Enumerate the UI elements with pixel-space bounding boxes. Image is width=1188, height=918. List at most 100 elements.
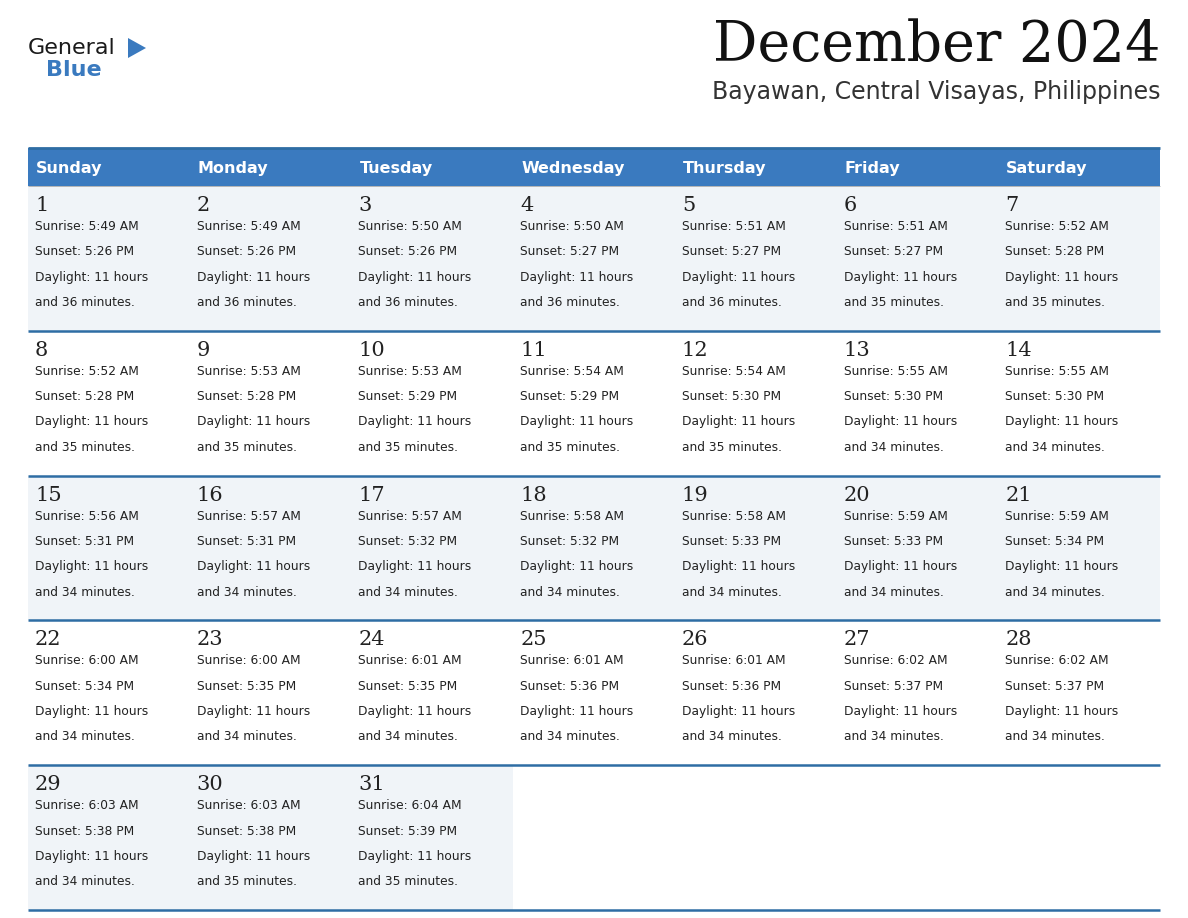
- Text: Tuesday: Tuesday: [360, 161, 432, 175]
- Text: and 36 minutes.: and 36 minutes.: [359, 296, 459, 309]
- Text: and 34 minutes.: and 34 minutes.: [520, 731, 620, 744]
- Text: Daylight: 11 hours: Daylight: 11 hours: [520, 560, 633, 573]
- Text: Sunrise: 5:51 AM: Sunrise: 5:51 AM: [843, 220, 948, 233]
- Bar: [836, 766, 998, 910]
- Text: Daylight: 11 hours: Daylight: 11 hours: [843, 271, 956, 284]
- Text: Sunset: 5:26 PM: Sunset: 5:26 PM: [359, 245, 457, 258]
- Text: 27: 27: [843, 631, 870, 649]
- Text: December 2024: December 2024: [713, 18, 1159, 73]
- Text: Daylight: 11 hours: Daylight: 11 hours: [197, 416, 310, 429]
- Text: 9: 9: [197, 341, 210, 360]
- Text: Sunrise: 5:53 AM: Sunrise: 5:53 AM: [197, 364, 301, 378]
- Text: 26: 26: [682, 631, 708, 649]
- Bar: [675, 766, 836, 910]
- Text: Sunset: 5:27 PM: Sunset: 5:27 PM: [843, 245, 943, 258]
- Text: 22: 22: [34, 631, 62, 649]
- Text: Sunrise: 6:01 AM: Sunrise: 6:01 AM: [520, 655, 624, 667]
- Text: Sunset: 5:37 PM: Sunset: 5:37 PM: [843, 679, 943, 693]
- Text: Daylight: 11 hours: Daylight: 11 hours: [34, 705, 148, 718]
- Text: Sunset: 5:31 PM: Sunset: 5:31 PM: [34, 535, 134, 548]
- Text: and 34 minutes.: and 34 minutes.: [197, 586, 297, 599]
- Text: and 34 minutes.: and 34 minutes.: [843, 731, 943, 744]
- Text: and 35 minutes.: and 35 minutes.: [1005, 296, 1105, 309]
- Text: Daylight: 11 hours: Daylight: 11 hours: [1005, 560, 1119, 573]
- Text: 18: 18: [520, 486, 546, 505]
- Text: and 34 minutes.: and 34 minutes.: [197, 731, 297, 744]
- Text: Sunrise: 6:04 AM: Sunrise: 6:04 AM: [359, 800, 462, 812]
- Text: Sunrise: 5:51 AM: Sunrise: 5:51 AM: [682, 220, 785, 233]
- Text: Daylight: 11 hours: Daylight: 11 hours: [1005, 271, 1119, 284]
- Text: Blue: Blue: [46, 60, 102, 80]
- Text: 15: 15: [34, 486, 62, 505]
- Text: General: General: [29, 38, 115, 58]
- Text: Daylight: 11 hours: Daylight: 11 hours: [359, 416, 472, 429]
- Text: 13: 13: [843, 341, 871, 360]
- Text: Thursday: Thursday: [683, 161, 766, 175]
- Text: and 35 minutes.: and 35 minutes.: [197, 875, 297, 889]
- Text: Daylight: 11 hours: Daylight: 11 hours: [682, 416, 795, 429]
- Text: Daylight: 11 hours: Daylight: 11 hours: [197, 271, 310, 284]
- Text: Sunset: 5:29 PM: Sunset: 5:29 PM: [520, 390, 619, 403]
- Text: Sunrise: 5:56 AM: Sunrise: 5:56 AM: [34, 509, 139, 522]
- Text: 17: 17: [359, 486, 385, 505]
- Text: Daylight: 11 hours: Daylight: 11 hours: [843, 416, 956, 429]
- Text: and 34 minutes.: and 34 minutes.: [520, 586, 620, 599]
- Text: Sunset: 5:28 PM: Sunset: 5:28 PM: [197, 390, 296, 403]
- Text: Sunset: 5:29 PM: Sunset: 5:29 PM: [359, 390, 457, 403]
- Text: 25: 25: [520, 631, 546, 649]
- Bar: [998, 148, 1159, 186]
- Text: Wednesday: Wednesday: [522, 161, 625, 175]
- Text: Sunrise: 5:59 AM: Sunrise: 5:59 AM: [1005, 509, 1110, 522]
- Bar: [29, 476, 1159, 621]
- Text: Sunrise: 5:55 AM: Sunrise: 5:55 AM: [1005, 364, 1110, 378]
- Text: and 34 minutes.: and 34 minutes.: [843, 441, 943, 453]
- Text: 31: 31: [359, 775, 385, 794]
- Text: 24: 24: [359, 631, 385, 649]
- Text: Daylight: 11 hours: Daylight: 11 hours: [34, 416, 148, 429]
- Text: 21: 21: [1005, 486, 1032, 505]
- Text: Daylight: 11 hours: Daylight: 11 hours: [682, 271, 795, 284]
- Bar: [675, 148, 836, 186]
- Text: Sunrise: 5:49 AM: Sunrise: 5:49 AM: [34, 220, 139, 233]
- Text: 1: 1: [34, 196, 49, 215]
- Text: Daylight: 11 hours: Daylight: 11 hours: [34, 560, 148, 573]
- Text: and 35 minutes.: and 35 minutes.: [359, 441, 459, 453]
- Text: Sunset: 5:37 PM: Sunset: 5:37 PM: [1005, 679, 1105, 693]
- Text: Daylight: 11 hours: Daylight: 11 hours: [34, 850, 148, 863]
- Text: and 35 minutes.: and 35 minutes.: [359, 875, 459, 889]
- Text: and 35 minutes.: and 35 minutes.: [682, 441, 782, 453]
- Text: Sunrise: 5:50 AM: Sunrise: 5:50 AM: [520, 220, 624, 233]
- Bar: [29, 621, 1159, 766]
- Text: 28: 28: [1005, 631, 1032, 649]
- Text: 4: 4: [520, 196, 533, 215]
- Text: Daylight: 11 hours: Daylight: 11 hours: [359, 560, 472, 573]
- Text: Sunrise: 5:57 AM: Sunrise: 5:57 AM: [359, 509, 462, 522]
- Text: Sunrise: 6:01 AM: Sunrise: 6:01 AM: [359, 655, 462, 667]
- Text: Sunset: 5:36 PM: Sunset: 5:36 PM: [520, 679, 619, 693]
- Text: 6: 6: [843, 196, 857, 215]
- Text: Sunset: 5:28 PM: Sunset: 5:28 PM: [1005, 245, 1105, 258]
- Text: Sunset: 5:34 PM: Sunset: 5:34 PM: [34, 679, 134, 693]
- Text: Sunrise: 6:03 AM: Sunrise: 6:03 AM: [34, 800, 139, 812]
- Text: and 34 minutes.: and 34 minutes.: [1005, 586, 1105, 599]
- Text: Sunset: 5:27 PM: Sunset: 5:27 PM: [682, 245, 781, 258]
- Text: Daylight: 11 hours: Daylight: 11 hours: [197, 705, 310, 718]
- Text: Sunrise: 5:52 AM: Sunrise: 5:52 AM: [34, 364, 139, 378]
- Text: 7: 7: [1005, 196, 1018, 215]
- Text: 5: 5: [682, 196, 695, 215]
- Text: Daylight: 11 hours: Daylight: 11 hours: [520, 705, 633, 718]
- Text: Sunrise: 5:53 AM: Sunrise: 5:53 AM: [359, 364, 462, 378]
- Text: Sunrise: 5:55 AM: Sunrise: 5:55 AM: [843, 364, 948, 378]
- Bar: [513, 766, 675, 910]
- Text: Sunrise: 6:03 AM: Sunrise: 6:03 AM: [197, 800, 301, 812]
- Text: and 34 minutes.: and 34 minutes.: [1005, 441, 1105, 453]
- Text: and 36 minutes.: and 36 minutes.: [34, 296, 135, 309]
- Text: and 34 minutes.: and 34 minutes.: [34, 875, 135, 889]
- Text: and 34 minutes.: and 34 minutes.: [359, 731, 459, 744]
- Text: 19: 19: [682, 486, 708, 505]
- Text: and 36 minutes.: and 36 minutes.: [682, 296, 782, 309]
- Text: Sunday: Sunday: [36, 161, 102, 175]
- Text: Sunset: 5:35 PM: Sunset: 5:35 PM: [359, 679, 457, 693]
- Text: Bayawan, Central Visayas, Philippines: Bayawan, Central Visayas, Philippines: [712, 80, 1159, 104]
- Text: Daylight: 11 hours: Daylight: 11 hours: [197, 850, 310, 863]
